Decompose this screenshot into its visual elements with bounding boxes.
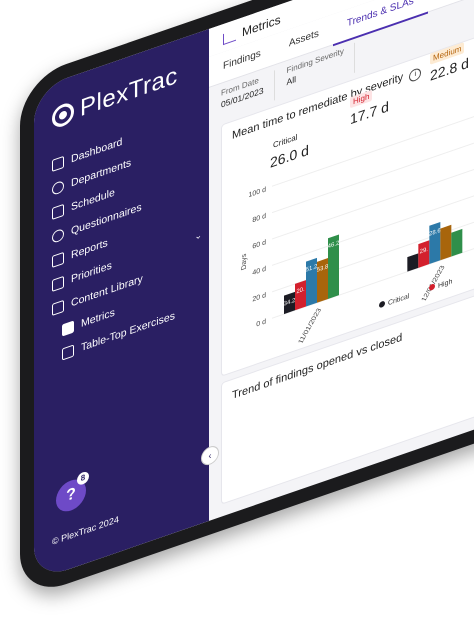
- library-icon: [52, 299, 64, 316]
- help-badge: 8: [77, 470, 89, 487]
- bar: [440, 224, 452, 261]
- table-icon: [62, 344, 74, 361]
- y-tick-label: 40 d: [252, 264, 266, 277]
- stat-medium: Medium 22.8 d: [430, 40, 469, 84]
- mttr-card: Mean time to remediate by severity i Cri…: [221, 0, 474, 377]
- y-tick-label: 20 d: [252, 290, 266, 303]
- dashboard-icon: [52, 155, 64, 172]
- users-icon: [52, 179, 64, 196]
- gridline: [272, 58, 474, 187]
- bar: [295, 280, 306, 311]
- legend-label: High: [438, 276, 452, 290]
- bar-data-label: 29.: [420, 246, 429, 256]
- bar: [306, 257, 317, 307]
- gridline: [272, 111, 474, 240]
- check-circle-icon: [52, 227, 64, 244]
- bar: [284, 291, 295, 315]
- y-axis-label: Days: [239, 252, 248, 271]
- y-tick-label: 80 d: [252, 211, 266, 224]
- copyright: © PlexTrac 2024: [52, 513, 119, 547]
- legend-swatch: [429, 283, 435, 291]
- bar-data-label: 34.2: [284, 297, 296, 308]
- bar-data-label: 51.2: [306, 263, 318, 274]
- x-tick-label: 11/01/2023: [296, 307, 323, 345]
- bar: [407, 253, 419, 272]
- gridline: [272, 84, 474, 214]
- question-icon: ?: [66, 484, 76, 506]
- bar: [328, 234, 339, 299]
- bar: [418, 240, 430, 268]
- sidebar: PlexTrac Dashboard Departments Schedule: [34, 28, 209, 582]
- bar-data-label: 53.8: [317, 263, 329, 274]
- bar-data-label: 46.2: [328, 239, 340, 250]
- sidebar-nav: Dashboard Departments Schedule Questionn…: [52, 103, 202, 371]
- chevron-left-icon: ‹: [208, 450, 212, 462]
- y-tick-label: 60 d: [252, 237, 266, 250]
- tablet-bezel: PlexTrac Dashboard Departments Schedule: [20, 0, 474, 601]
- bar-data-label: 28.6: [429, 227, 441, 238]
- legend-label: Critical: [388, 291, 410, 307]
- y-tick-label: 0 d: [256, 316, 266, 328]
- y-tick-label: 100 d: [249, 184, 266, 199]
- calendar-icon: [52, 203, 64, 220]
- bar-data-label: 20.: [296, 286, 305, 296]
- flag-icon: [52, 275, 64, 292]
- help-button[interactable]: ? 8: [56, 470, 89, 516]
- folder-icon: [52, 251, 64, 268]
- bar: [451, 228, 463, 257]
- bar: [429, 221, 441, 265]
- logo-text: PlexTrac: [80, 61, 178, 123]
- legend-swatch: [379, 301, 385, 308]
- metrics-icon: [223, 29, 236, 45]
- chart-icon: [62, 320, 74, 337]
- chevron-down-icon[interactable]: ⌄: [194, 228, 202, 242]
- plextrac-logo-icon: [52, 100, 74, 130]
- info-icon[interactable]: i: [409, 66, 422, 83]
- stat-critical: Critical 26.0 d: [270, 128, 309, 171]
- app-screen: PlexTrac Dashboard Departments Schedule: [34, 0, 474, 582]
- bar: [317, 258, 328, 303]
